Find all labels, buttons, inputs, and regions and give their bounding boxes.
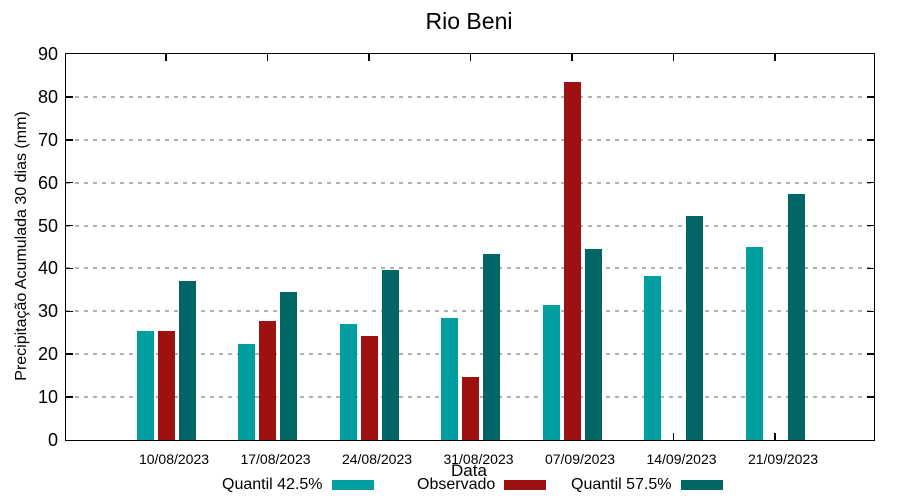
x-tick-label: 24/08/2023 [341, 451, 413, 467]
y-tick-label: 70 [37, 129, 58, 150]
y-tick-label: 80 [37, 86, 58, 107]
bar [745, 247, 763, 440]
bar [584, 248, 602, 440]
legend-swatch [331, 480, 374, 490]
y-tick-label: 30 [37, 301, 58, 322]
y-tick-label: 60 [37, 172, 58, 193]
y-tick-label: 50 [37, 215, 58, 236]
bar [178, 280, 196, 440]
y-tick-mark [66, 310, 73, 313]
bar [360, 336, 378, 440]
y-tick-mark [867, 267, 874, 270]
y-tick-mark [66, 181, 73, 184]
bar [644, 275, 661, 440]
gridline [66, 138, 874, 141]
y-tick-label: 0 [47, 430, 58, 450]
bar [563, 82, 581, 440]
legend-item: Quantil 42.5% [222, 476, 374, 494]
x-tick-mark [368, 54, 370, 61]
y-tick-mark [867, 310, 874, 313]
bar [238, 343, 255, 440]
y-tick-mark [66, 353, 73, 355]
y-tick-mark [66, 396, 73, 398]
x-tick-mark [165, 54, 167, 61]
legend-swatch [680, 480, 723, 490]
plot-area: 0 10 20 30 40 50 60 70 80 90 10/08/2023 17/08/2023 2… [38, 45, 875, 467]
x-axis-title: Data [451, 461, 487, 480]
legend-label: Quantil 57.5% [571, 476, 672, 493]
y-tick-label: 10 [37, 387, 58, 408]
bar [483, 254, 500, 440]
bar [339, 324, 357, 440]
y-tick-mark [66, 267, 73, 270]
x-tick-mark [266, 54, 269, 61]
gridline [66, 224, 874, 227]
gridline [66, 95, 874, 98]
x-tick-mark [774, 54, 776, 61]
bar [686, 216, 703, 440]
gridline [66, 310, 874, 313]
x-tick-label: 10/08/2023 [138, 451, 210, 467]
y-tick-mark [66, 96, 73, 98]
bar [280, 292, 297, 440]
bar [157, 330, 175, 440]
y-tick-mark [867, 396, 874, 398]
bar [136, 330, 154, 440]
legend-item: Quantil 57.5% [571, 476, 723, 494]
y-tick-mark [66, 139, 73, 141]
legend-swatch [504, 480, 547, 490]
x-tick-label: 14/09/2023 [646, 451, 717, 467]
y-tick-mark [867, 353, 874, 355]
x-tick-mark [774, 433, 776, 440]
bar [381, 270, 399, 440]
y-tick-mark [66, 224, 73, 227]
legend-label: Quantil 42.5% [222, 476, 323, 493]
legend: Quantil 42.5% Observado Quantil 57.5% [0, 476, 900, 496]
x-tick-mark [571, 54, 573, 61]
y-tick-mark [867, 224, 874, 227]
y-tick-mark [867, 181, 874, 184]
bar [441, 317, 458, 440]
y-tick-label: 40 [37, 258, 58, 279]
x-tick-label: 07/09/2023 [544, 451, 616, 467]
bar [542, 304, 560, 440]
x-tick-label: 17/08/2023 [240, 451, 311, 467]
y-axis-title: Precipitação Acumulada 30 dias (mm) [13, 111, 30, 381]
x-tick-mark [469, 54, 472, 61]
y-tick-mark [867, 139, 874, 141]
x-tick-mark [672, 433, 675, 440]
gridline [66, 181, 874, 184]
gridline [66, 353, 874, 356]
bar [787, 193, 805, 440]
bar [462, 376, 479, 440]
x-tick-label: 21/09/2023 [747, 451, 819, 467]
chart-title: Rio Beni [425, 8, 513, 34]
gridline [66, 267, 874, 270]
bar [259, 321, 276, 440]
legend-item: Observado [417, 476, 547, 494]
x-tick-mark [672, 54, 675, 61]
y-tick-label: 20 [37, 344, 58, 365]
x-tick-label: 31/08/2023 [443, 451, 514, 467]
y-tick-mark [867, 96, 874, 98]
y-tick-label: 90 [37, 44, 58, 64]
legend-label: Observado [417, 476, 496, 493]
